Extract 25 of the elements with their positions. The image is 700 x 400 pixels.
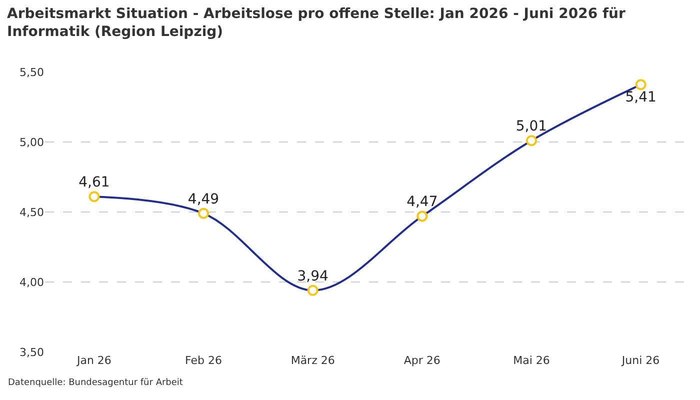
chart-title: Arbeitsmarkt Situation - Arbeitslose pro offene Stelle: Jan 2026 - Juni 2026 für Informatik (Region Leipzig) — [7, 6, 626, 40]
point — [88, 191, 100, 202]
data-label: 4,49 — [188, 191, 220, 208]
data-label: 3,94 — [297, 268, 329, 284]
x-tick-label: Juni 26 — [620, 354, 660, 367]
y-tick-label: 3,50 — [20, 346, 44, 359]
x-tick-label: März 26 — [290, 354, 335, 367]
data-label: 5,01 — [516, 118, 548, 134]
data-label: 4,61 — [78, 174, 110, 190]
point — [416, 210, 428, 222]
x-tick-label: Jan 26 — [76, 354, 112, 367]
y-tick-label: 5,50 — [20, 66, 44, 79]
point — [526, 135, 537, 146]
x-tick-label: Apr 26 — [404, 354, 440, 367]
point — [307, 284, 318, 296]
point — [198, 208, 210, 219]
y-tick-label: 4,50 — [20, 206, 44, 219]
x-tick-label: Mai 26 — [513, 354, 550, 367]
point — [635, 79, 646, 90]
x-tick-label: Feb 26 — [185, 354, 222, 367]
y-tick-label: 5,00 — [20, 136, 44, 149]
data-label: 5,41 — [625, 90, 656, 106]
data-label: 4,47 — [406, 194, 438, 210]
y-tick-label: 4,00 — [20, 276, 44, 289]
text: Datenquelle: Bundesagentur für Arbeit — [8, 378, 184, 388]
